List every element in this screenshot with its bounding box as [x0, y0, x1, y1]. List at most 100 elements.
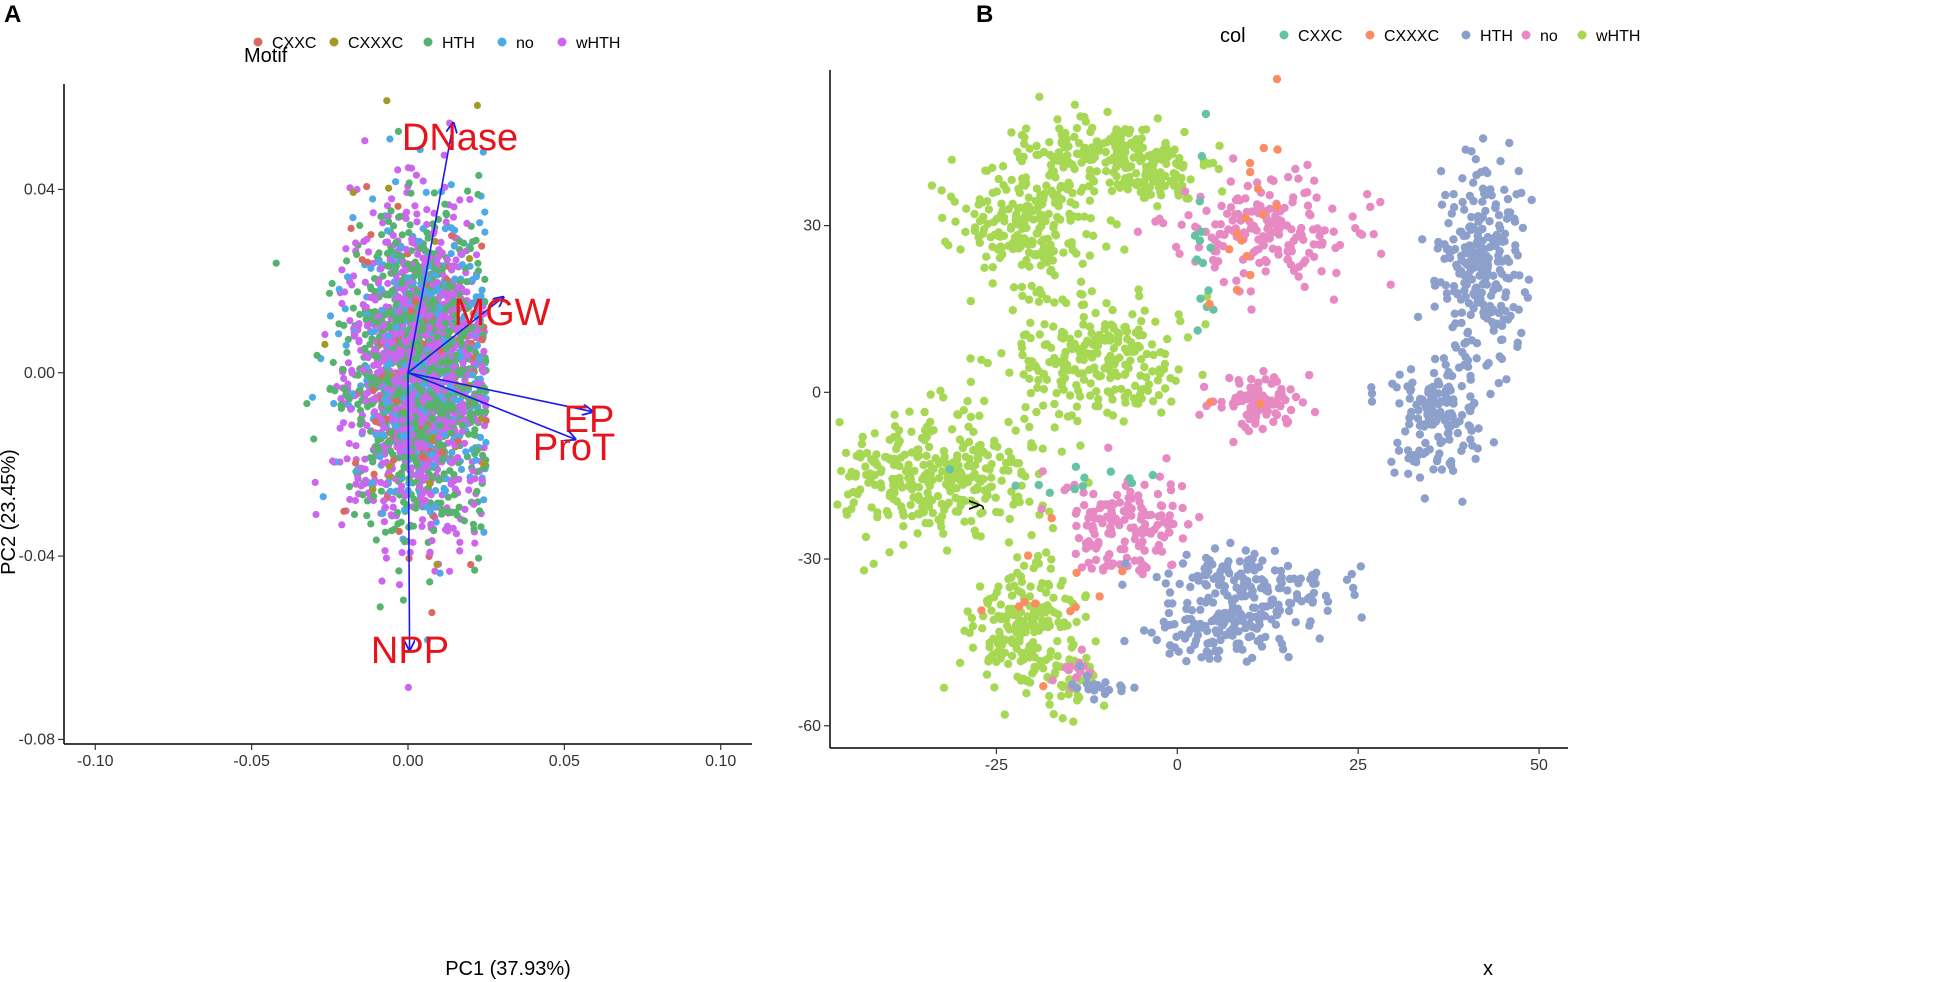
panel-b-point-whth — [920, 407, 929, 417]
panel-b-point-whth — [1039, 401, 1048, 410]
panel-a-legend-swatch — [423, 37, 433, 47]
panel-b-point-no — [1165, 511, 1175, 520]
panel-b-point-whth — [1046, 564, 1056, 573]
panel-b-point-no — [1167, 560, 1176, 570]
panel-b-point-hth — [1494, 283, 1503, 293]
panel-a-point — [456, 538, 464, 546]
panel-b-point-whth — [1137, 134, 1146, 143]
panel-b-point-whth — [980, 263, 989, 272]
panel-b-point-whth — [1045, 700, 1054, 709]
panel-b-point-whth — [986, 482, 995, 492]
panel-b-point-hth — [1467, 147, 1476, 156]
panel-a-legend-label: CXXXC — [348, 35, 403, 52]
panel-b-point-whth — [994, 228, 1003, 237]
panel-a-point — [412, 354, 420, 362]
panel-b-point-hth — [1321, 591, 1331, 601]
panel-b-point-whth — [1067, 238, 1076, 247]
panel-b-point-whth — [1198, 370, 1207, 380]
panel-a-point — [369, 209, 377, 217]
panel-a-point — [382, 376, 390, 384]
panel-b-point-whth — [1215, 141, 1224, 150]
panel-b-point-hth — [1478, 255, 1488, 264]
panel-b-point-hth — [1429, 465, 1438, 474]
panel-b-point-hth — [1502, 214, 1512, 223]
panel-b-point-whth — [992, 507, 1001, 517]
panel-a-point — [439, 442, 447, 450]
panel-b-legend-swatch — [1279, 30, 1289, 40]
panel-b-point-no — [1199, 382, 1209, 392]
panel-b-point-whth — [1004, 241, 1013, 250]
panel-b-point-hth — [1477, 267, 1487, 277]
panel-b-point-whth — [991, 493, 1000, 502]
panel-b-point-no — [1303, 160, 1312, 170]
panel-b-point-whth — [999, 466, 1008, 475]
panel-a-point — [475, 355, 483, 363]
panel-b-point-whth — [1013, 239, 1023, 248]
panel-b-point-whth — [913, 529, 922, 538]
panel-a-point — [476, 298, 484, 306]
panel-b-point-whth — [1154, 367, 1163, 376]
panel-b-point-hth — [1494, 237, 1503, 246]
panel-b-point-whth — [1117, 149, 1127, 158]
panel-a-point — [433, 258, 441, 267]
panel-a-y-tick-label: 0.00 — [24, 365, 55, 382]
panel-b-point-whth — [1087, 287, 1097, 296]
panel-b-point-hth — [1211, 589, 1220, 598]
panel-b-point-hth — [1472, 354, 1481, 363]
panel-a-point — [423, 460, 431, 468]
panel-b-point-hth — [1478, 134, 1488, 143]
panel-a-point — [400, 300, 408, 308]
panel-b-point-hth — [1486, 389, 1495, 399]
panel-b-point-whth — [1119, 417, 1128, 426]
panel-a-point — [429, 403, 437, 411]
panel-b-point-whth — [1092, 387, 1101, 396]
panel-b-point-no — [1320, 226, 1329, 235]
panel-a-point — [368, 328, 376, 336]
panel-a-point — [476, 219, 484, 227]
panel-a-point — [418, 319, 426, 327]
panel-a-loading-label-mgw: MGW — [453, 292, 550, 334]
panel-b-point-hth — [1466, 407, 1475, 416]
panel-b-point-whth — [988, 279, 997, 288]
panel-b-point-hth — [1453, 428, 1463, 438]
panel-a-point — [395, 581, 404, 589]
panel-a-point — [385, 462, 393, 470]
panel-b-point-whth — [1024, 295, 1034, 304]
panel-b-point-whth — [997, 640, 1007, 649]
panel-a-pca-biplot: Motif CXXC CXXXC HTH no wHTH DNaseMGWEPProTN… — [0, 35, 752, 980]
panel-a-point — [397, 316, 406, 324]
panel-a-y-tick-label: 0.04 — [24, 181, 55, 198]
panel-a-point — [471, 539, 479, 547]
panel-a-point — [340, 321, 348, 329]
panel-b-point-hth — [1463, 356, 1473, 365]
panel-a-loading-arrow-mgw — [407, 297, 503, 374]
panel-b-point-whth — [1008, 306, 1017, 315]
panel-a-point — [408, 238, 416, 247]
panel-a-point — [458, 427, 466, 436]
panel-b-point-hth — [1186, 582, 1195, 592]
panel-b-point-hth — [1449, 235, 1458, 244]
panel-a-point — [361, 480, 369, 488]
panel-b-point-hth — [1500, 185, 1509, 194]
panel-b-point-hth — [1453, 263, 1462, 272]
panel-a-point — [408, 265, 416, 273]
panel-a-point — [426, 358, 434, 367]
panel-a-point — [419, 177, 427, 185]
panel-a-point — [406, 221, 414, 229]
panel-b-point-whth — [995, 627, 1004, 636]
panel-a-point — [466, 331, 474, 339]
panel-a-point — [444, 508, 452, 516]
panel-b-point-no — [1037, 504, 1046, 514]
panel-a-point — [383, 367, 391, 375]
panel-b-point-hth — [1349, 583, 1358, 593]
panel-a-point — [398, 347, 406, 355]
panel-a-point — [395, 471, 403, 479]
panel-a-point — [452, 530, 460, 538]
panel-b-point-whth — [1058, 576, 1067, 586]
panel-a-point — [440, 484, 448, 493]
panel-b-point-whth — [968, 622, 978, 631]
panel-b-point-whth — [1042, 340, 1052, 349]
panel-a-point — [422, 247, 430, 255]
panel-a-point — [448, 262, 456, 270]
panel-b-point-whth — [1061, 128, 1070, 138]
